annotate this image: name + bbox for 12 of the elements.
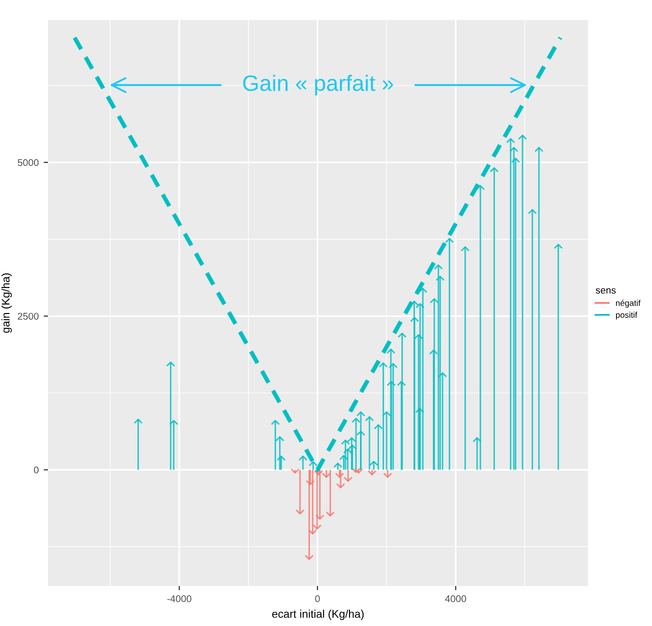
annotation: Gain « parfait » <box>243 74 394 96</box>
y-axis-title: gain (Kg/ha) <box>1 273 12 333</box>
x-tick-label: 0 <box>315 595 320 602</box>
legend-label: positif <box>616 312 638 320</box>
x-axis-title: ecart initial (Kg/ha) <box>272 610 364 620</box>
x-tick-label: -4000 <box>167 595 192 602</box>
x-tick-label: 4000 <box>445 595 466 602</box>
legend-label: négatif <box>616 300 641 308</box>
y-tick-label: 0 <box>34 466 39 474</box>
y-tick-label: 2500 <box>18 312 39 320</box>
y-tick-label: 5000 <box>18 159 39 166</box>
legend-title: sens <box>596 288 616 294</box>
